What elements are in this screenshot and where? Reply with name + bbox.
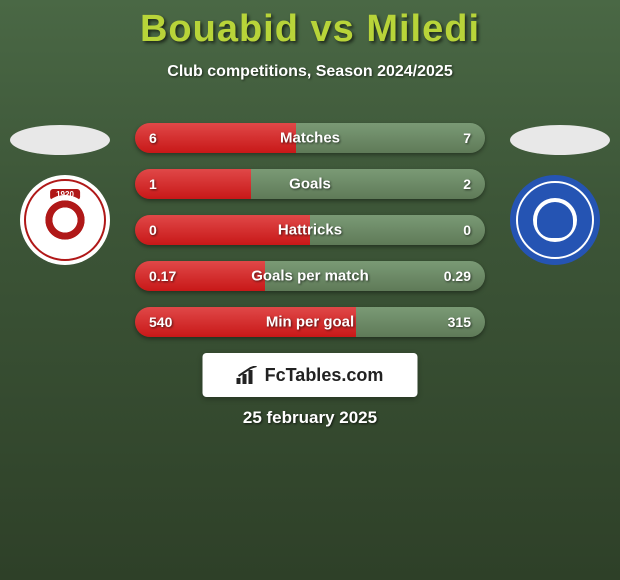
comparison-card: Bouabid vs Miledi Club competitions, Sea…: [0, 0, 620, 580]
stat-right-fill: [251, 169, 486, 199]
stat-left-fill: [135, 215, 310, 245]
club-badge-right: [510, 175, 600, 265]
stat-right-value: 2: [463, 176, 471, 192]
stat-row-gpm: 0.17 Goals per match 0.29: [135, 261, 485, 291]
stat-row-matches: 6 Matches 7: [135, 123, 485, 153]
subtitle: Club competitions, Season 2024/2025: [0, 63, 620, 81]
stat-left-value: 1: [149, 176, 157, 192]
stat-right-fill: [310, 215, 485, 245]
stat-row-mpg: 540 Min per goal 315: [135, 307, 485, 337]
page-title: Bouabid vs Miledi: [0, 0, 620, 51]
stat-right-value: 0.29: [444, 268, 471, 284]
club-badge-left: 1920: [20, 175, 110, 265]
stat-row-hattricks: 0 Hattricks 0: [135, 215, 485, 245]
stat-right-value: 0: [463, 222, 471, 238]
stat-left-fill: [135, 123, 296, 153]
player-photo-right: [510, 125, 610, 155]
bar-chart-icon: [237, 366, 259, 384]
stats-container: 6 Matches 7 1 Goals 2 0 Hattricks 0 0.17…: [135, 123, 485, 353]
stat-row-goals: 1 Goals 2: [135, 169, 485, 199]
stat-left-value: 0.17: [149, 268, 176, 284]
date-label: 25 february 2025: [0, 408, 620, 428]
stat-left-value: 540: [149, 314, 172, 330]
stat-left-value: 6: [149, 130, 157, 146]
player-photo-left: [10, 125, 110, 155]
logo-text: FcTables.com: [265, 365, 384, 386]
stat-left-value: 0: [149, 222, 157, 238]
club-badge-right-center: [533, 198, 577, 242]
stat-right-value: 315: [448, 314, 471, 330]
club-badge-left-inner: [40, 195, 90, 245]
stat-right-fill: [296, 123, 485, 153]
source-logo: FcTables.com: [203, 353, 418, 397]
club-year-label: 1920: [50, 189, 80, 200]
stat-right-value: 7: [463, 130, 471, 146]
